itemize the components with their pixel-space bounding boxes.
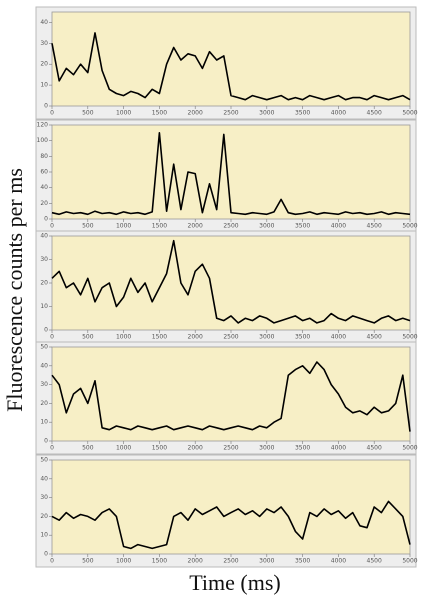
y-tick-label: 0	[44, 551, 48, 558]
x-tick-label: 4500	[367, 445, 382, 452]
x-tick-label: 5000	[402, 334, 417, 341]
x-tick-label: 0	[50, 445, 54, 452]
x-tick-label: 3000	[259, 445, 274, 452]
x-tick-label: 2500	[223, 223, 238, 230]
y-tick-label: 0	[44, 438, 48, 445]
x-tick-label: 0	[50, 334, 54, 341]
x-tick-label: 0	[50, 110, 54, 117]
y-tick-label: 50	[40, 457, 48, 464]
x-tick-label: 500	[82, 223, 94, 230]
y-tick-label: 30	[40, 40, 48, 47]
x-tick-label: 2000	[188, 558, 203, 565]
x-tick-label: 4000	[331, 334, 346, 341]
x-tick-label: 500	[82, 445, 94, 452]
x-tick-label: 500	[82, 334, 94, 341]
y-tick-label: 0	[44, 216, 48, 223]
x-tick-label: 0	[50, 558, 54, 565]
x-tick-label: 1000	[116, 223, 131, 230]
y-tick-label: 60	[40, 169, 48, 176]
x-tick-label: 4000	[331, 558, 346, 565]
x-tick-label: 3500	[295, 445, 310, 452]
y-tick-label: 120	[37, 122, 49, 129]
x-tick-label: 2500	[223, 445, 238, 452]
x-tick-label: 5000	[402, 558, 417, 565]
y-tick-label: 10	[40, 82, 48, 89]
x-tick-label: 2000	[188, 445, 203, 452]
x-tick-label: 2500	[223, 558, 238, 565]
x-tick-label: 3500	[295, 334, 310, 341]
y-tick-label: 40	[40, 184, 48, 191]
x-tick-label: 4500	[367, 110, 382, 117]
x-tick-label: 3500	[295, 223, 310, 230]
x-tick-label: 4000	[331, 445, 346, 452]
x-tick-label: 4500	[367, 558, 382, 565]
x-tick-label: 2000	[188, 110, 203, 117]
y-tick-label: 20	[40, 61, 48, 68]
x-tick-label: 1500	[152, 445, 167, 452]
y-tick-label: 30	[40, 494, 48, 501]
trace	[51, 361, 411, 432]
plot-area	[51, 346, 411, 442]
x-tick-label: 1500	[152, 110, 167, 117]
x-tick-label: 500	[82, 110, 94, 117]
x-tick-label: 2000	[188, 223, 203, 230]
x-tick-label: 4000	[331, 223, 346, 230]
trace	[51, 132, 411, 216]
x-tick-label: 1500	[152, 334, 167, 341]
y-tick-label: 10	[40, 419, 48, 426]
x-tick-label: 3000	[259, 110, 274, 117]
x-tick-label: 4500	[367, 223, 382, 230]
x-tick-label: 500	[82, 558, 94, 565]
y-tick-label: 80	[40, 153, 48, 160]
y-tick-label: 50	[40, 344, 48, 351]
x-tick-label: 3000	[259, 558, 274, 565]
x-tick-label: 4000	[331, 110, 346, 117]
x-tick-label: 1000	[116, 445, 131, 452]
y-tick-label: 0	[44, 327, 48, 334]
x-tick-label: 5000	[402, 223, 417, 230]
x-tick-label: 2500	[223, 110, 238, 117]
y-tick-label: 40	[40, 475, 48, 482]
x-tick-label: 0	[50, 223, 54, 230]
x-axis-label: Time (ms)	[189, 570, 280, 595]
x-tick-label: 1500	[152, 223, 167, 230]
x-tick-label: 1000	[116, 558, 131, 565]
trace	[51, 239, 411, 324]
plot-area	[51, 124, 411, 220]
x-tick-label: 4500	[367, 334, 382, 341]
x-tick-label: 1000	[116, 110, 131, 117]
trace	[51, 500, 411, 550]
trace	[51, 32, 411, 101]
x-tick-label: 3000	[259, 334, 274, 341]
x-tick-label: 2000	[188, 334, 203, 341]
y-axis-label: Fluorescence counts per ms	[2, 168, 27, 412]
y-tick-label: 40	[40, 19, 48, 26]
y-tick-label: 20	[40, 200, 48, 207]
plot-area	[51, 459, 411, 555]
y-tick-label: 30	[40, 381, 48, 388]
x-tick-label: 1500	[152, 558, 167, 565]
y-tick-label: 20	[40, 280, 48, 287]
x-tick-label: 5000	[402, 445, 417, 452]
x-tick-label: 3500	[295, 110, 310, 117]
y-tick-label: 20	[40, 400, 48, 407]
y-tick-label: 10	[40, 303, 48, 310]
x-tick-label: 3000	[259, 223, 274, 230]
y-tick-label: 0	[44, 103, 48, 110]
x-tick-label: 2500	[223, 334, 238, 341]
y-tick-label: 30	[40, 256, 48, 263]
x-tick-label: 1000	[116, 334, 131, 341]
y-tick-label: 100	[37, 137, 49, 144]
y-tick-label: 10	[40, 532, 48, 539]
y-tick-label: 40	[40, 233, 48, 240]
x-tick-label: 5000	[402, 110, 417, 117]
y-tick-label: 40	[40, 362, 48, 369]
y-tick-label: 20	[40, 513, 48, 520]
x-tick-label: 3500	[295, 558, 310, 565]
plot-area	[51, 235, 411, 331]
